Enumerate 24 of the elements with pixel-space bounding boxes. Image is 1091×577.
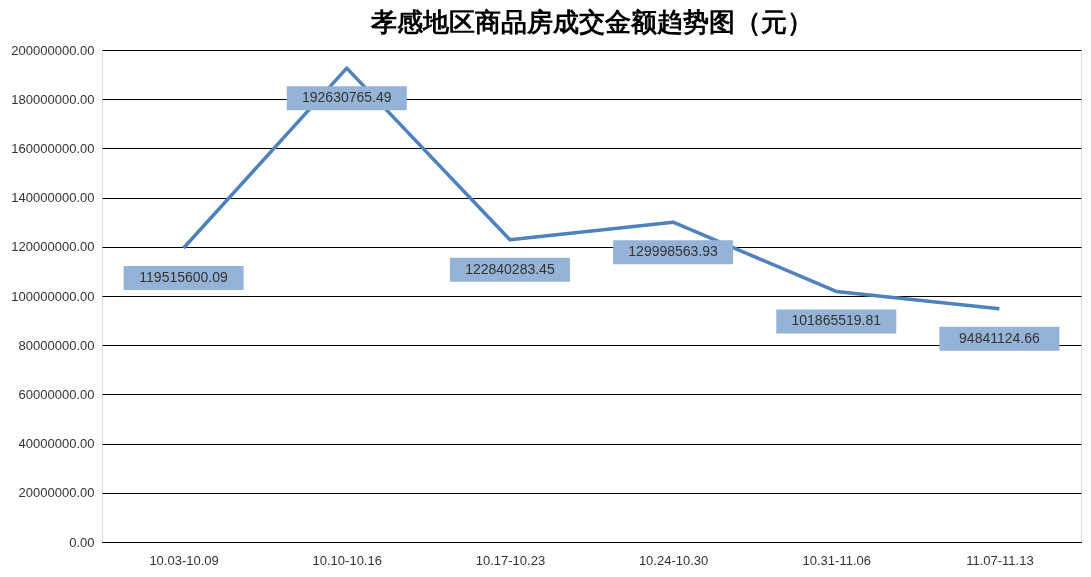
x-tick-label: 10.10-10.16 [312, 552, 382, 568]
x-tick-label: 10.17-10.23 [475, 552, 546, 568]
y-tick-label: 160000000.00 [11, 140, 95, 156]
y-tick-label: 120000000.00 [11, 239, 95, 255]
y-tick-label: 20000000.00 [18, 485, 95, 501]
data-label: 94841124.66 [959, 329, 1040, 346]
x-tick-label: 10.24-10.30 [638, 552, 709, 568]
data-label: 122840283.45 [465, 260, 555, 277]
y-tick-label: 60000000.00 [18, 386, 95, 402]
y-tick-label: 200000000.00 [11, 42, 95, 58]
y-tick-label: 0.00 [69, 534, 95, 550]
y-tick-label: 80000000.00 [18, 337, 95, 353]
data-label: 129998563.93 [628, 243, 719, 260]
x-tick-label: 11.07-11.13 [966, 552, 1034, 568]
x-tick-label: 10.03-10.09 [149, 552, 219, 568]
data-label: 192630765.49 [301, 89, 392, 106]
y-tick-label: 180000000.00 [11, 91, 95, 107]
data-label: 101865519.81 [791, 312, 882, 329]
x-tick-label: 10.31-11.06 [802, 552, 871, 568]
chart-title: 孝感地区商品房成交金额趋势图（元） [369, 7, 813, 37]
y-tick-label: 140000000.00 [11, 190, 95, 206]
y-tick-label: 40000000.00 [18, 436, 95, 452]
y-tick-label: 100000000.00 [11, 288, 95, 304]
data-label: 119515600.09 [139, 268, 229, 285]
